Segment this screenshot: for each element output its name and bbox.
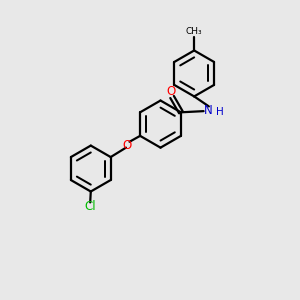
Text: N: N bbox=[204, 104, 213, 117]
Text: H: H bbox=[216, 107, 224, 117]
Text: Cl: Cl bbox=[84, 200, 96, 213]
Text: CH₃: CH₃ bbox=[186, 27, 202, 36]
Text: O: O bbox=[123, 139, 132, 152]
Text: O: O bbox=[166, 85, 176, 98]
